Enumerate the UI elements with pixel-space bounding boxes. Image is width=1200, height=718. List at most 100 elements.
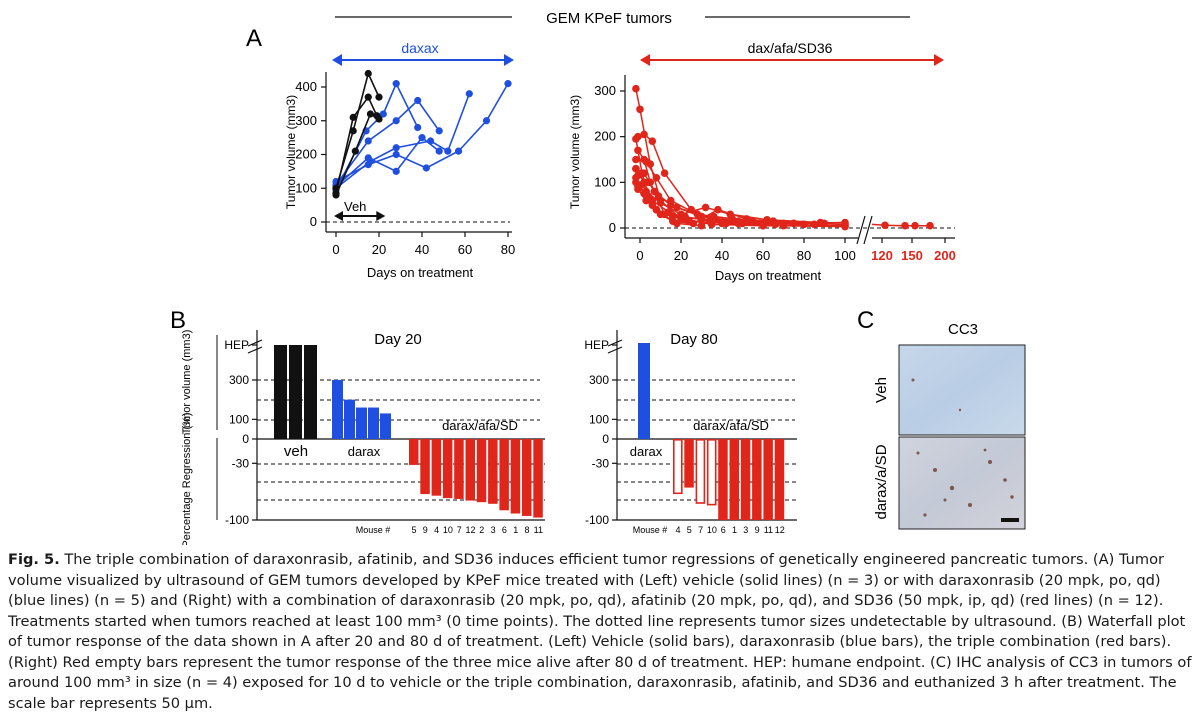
b80-bar-triple-empty bbox=[672, 438, 683, 495]
b80-mouse-id: 4 bbox=[675, 525, 680, 535]
b20-bar-triple bbox=[465, 439, 475, 501]
b80-bar-triple-empty bbox=[706, 438, 717, 506]
triple-banner-label: dax/afa/SD36 bbox=[748, 40, 833, 56]
b80-mouse-ids: 4 5 7 10 6 1 3 9 11 12 bbox=[675, 525, 784, 535]
a-left-data-point bbox=[482, 117, 491, 125]
a-left-data-point bbox=[349, 127, 357, 135]
b20-bar-triple bbox=[409, 439, 419, 465]
a-right-x-tick-label: 20 bbox=[674, 248, 688, 263]
daxax-banner-label: daxax bbox=[401, 40, 438, 56]
a-right-data-point bbox=[648, 201, 657, 209]
daxax-arrow-right bbox=[504, 54, 514, 66]
ihc-triple-image bbox=[898, 436, 1026, 530]
a-right-x-tick-label: 0 bbox=[636, 248, 643, 263]
a-left-data-point bbox=[435, 127, 443, 135]
veh-arrow-right-head bbox=[376, 211, 386, 221]
b20-mouse-id: 7 bbox=[457, 525, 462, 535]
triple-arrow-left bbox=[640, 54, 650, 66]
a-left-y-tick-label: 400 bbox=[295, 79, 317, 94]
a-right-data-point bbox=[660, 169, 669, 177]
b80-bar-triple bbox=[740, 439, 751, 520]
a-left-data-point bbox=[364, 161, 372, 169]
a-right-y-tick-label: 0 bbox=[609, 220, 616, 235]
a-left-series-line bbox=[335, 71, 380, 189]
a-left-data-point bbox=[414, 123, 422, 132]
b-bottom-ylabel: Percentage Regression (%) bbox=[181, 412, 193, 545]
a-left-y-tick-label: 100 bbox=[295, 180, 317, 195]
b20-bars bbox=[274, 345, 543, 518]
b20-bar-triple bbox=[510, 439, 521, 514]
b80-y-ticks: HEP 300 100 0 -30 -100 bbox=[584, 338, 617, 527]
chart-b-day20: Day 20 Tumor volume (mm3) Percentage Reg… bbox=[181, 330, 545, 545]
a-left-data-point bbox=[351, 147, 359, 155]
b80-break-1 bbox=[607, 339, 623, 347]
a-right-data-point bbox=[632, 84, 640, 93]
a-left-data-point bbox=[364, 154, 372, 162]
caption-text: The triple combination of daraxonrasib, … bbox=[8, 551, 1192, 712]
figure-caption: Fig. 5. The triple combination of daraxo… bbox=[8, 550, 1194, 714]
a-left-y-label: Tumor volume (mm3) bbox=[284, 95, 298, 209]
b20-bar-darax bbox=[380, 413, 391, 439]
b20-bar-triple bbox=[442, 439, 453, 499]
b80-mouse-label: Mouse # bbox=[633, 525, 668, 535]
a-right-tail-point bbox=[911, 221, 919, 230]
panel-b-label: B bbox=[170, 307, 186, 334]
b20-mouse-id: 9 bbox=[423, 525, 428, 535]
a-left-data-point bbox=[392, 80, 400, 88]
a-right-tail-point bbox=[926, 221, 934, 230]
b20-mouse-label: Mouse # bbox=[356, 525, 391, 535]
a-left-data-point bbox=[366, 110, 374, 118]
b20-mouse-id: 4 bbox=[434, 525, 439, 535]
a-right-data-point bbox=[652, 173, 661, 182]
b80-bar-darax bbox=[638, 343, 650, 439]
ihc-stain-spots bbox=[911, 378, 1014, 517]
a-left-x-tick-label: 20 bbox=[372, 242, 386, 257]
a-left-data-point bbox=[444, 147, 452, 155]
a-right-y-ticks: 0 100 200 300 bbox=[594, 83, 625, 235]
b20-mouse-id: 2 bbox=[479, 525, 484, 535]
a-right-x-tick-label-break: 120 bbox=[871, 248, 893, 263]
b80-group-darax: darax bbox=[630, 444, 663, 459]
b20-bar-darax bbox=[332, 380, 343, 439]
a-left-data-point bbox=[392, 117, 400, 125]
a-right-data-point bbox=[673, 203, 681, 212]
b80-mouse-id: 10 bbox=[707, 525, 717, 535]
b80-mouse-id: 6 bbox=[721, 525, 726, 535]
b20-break-1 bbox=[247, 339, 263, 347]
a-left-series bbox=[332, 69, 512, 199]
a-left-series-line bbox=[335, 136, 440, 188]
chart-b-day80: Day 80 HEP 300 100 0 -30 -100 darax darax/afa… bbox=[584, 330, 797, 535]
a-right-tail-line bbox=[871, 223, 930, 227]
a-left-x-tick-label: 80 bbox=[501, 242, 515, 257]
a-right-x-tick-label: 80 bbox=[797, 248, 811, 263]
axis-break-mark-2 bbox=[863, 215, 873, 245]
panel-c-label: C bbox=[857, 307, 874, 334]
b20-bar-triple bbox=[420, 439, 430, 495]
figure-canvas: GEM KPeF tumors A B C daxax 010020030040… bbox=[170, 10, 1026, 545]
b20-group-triple: darax/afa/SD bbox=[442, 418, 518, 433]
b20-bar-veh bbox=[289, 345, 302, 439]
panel-c-title: CC3 bbox=[948, 321, 978, 338]
a-left-series-line bbox=[335, 112, 380, 196]
a-left-data-point bbox=[454, 147, 463, 155]
b80-bar-triple bbox=[684, 439, 694, 488]
a-left-data-point bbox=[332, 191, 340, 199]
b80-bar-triple bbox=[774, 439, 785, 520]
b80-mouse-id: 11 bbox=[764, 525, 773, 535]
b80-y-tick-label: -30 bbox=[592, 456, 610, 470]
axis-break-mark-1 bbox=[856, 215, 866, 245]
b80-bars bbox=[638, 343, 785, 520]
b20-mouse-id: 12 bbox=[465, 525, 475, 535]
b20-bar-darax bbox=[368, 407, 379, 439]
a-right-data-point bbox=[632, 173, 640, 182]
b20-bar-darax bbox=[356, 407, 367, 439]
b20-y-ticks: HEP 300 100 0 -30 -100 bbox=[224, 338, 257, 527]
a-right-data-point bbox=[714, 205, 722, 214]
a-left-data-point bbox=[422, 164, 430, 172]
b20-bar-veh bbox=[274, 345, 287, 439]
a-right-data-point bbox=[638, 169, 646, 177]
a-right-data-point bbox=[841, 220, 849, 229]
a-left-data-point bbox=[392, 167, 400, 175]
b80-y-tick-label: -100 bbox=[585, 513, 609, 527]
scale-bar bbox=[1001, 518, 1019, 522]
